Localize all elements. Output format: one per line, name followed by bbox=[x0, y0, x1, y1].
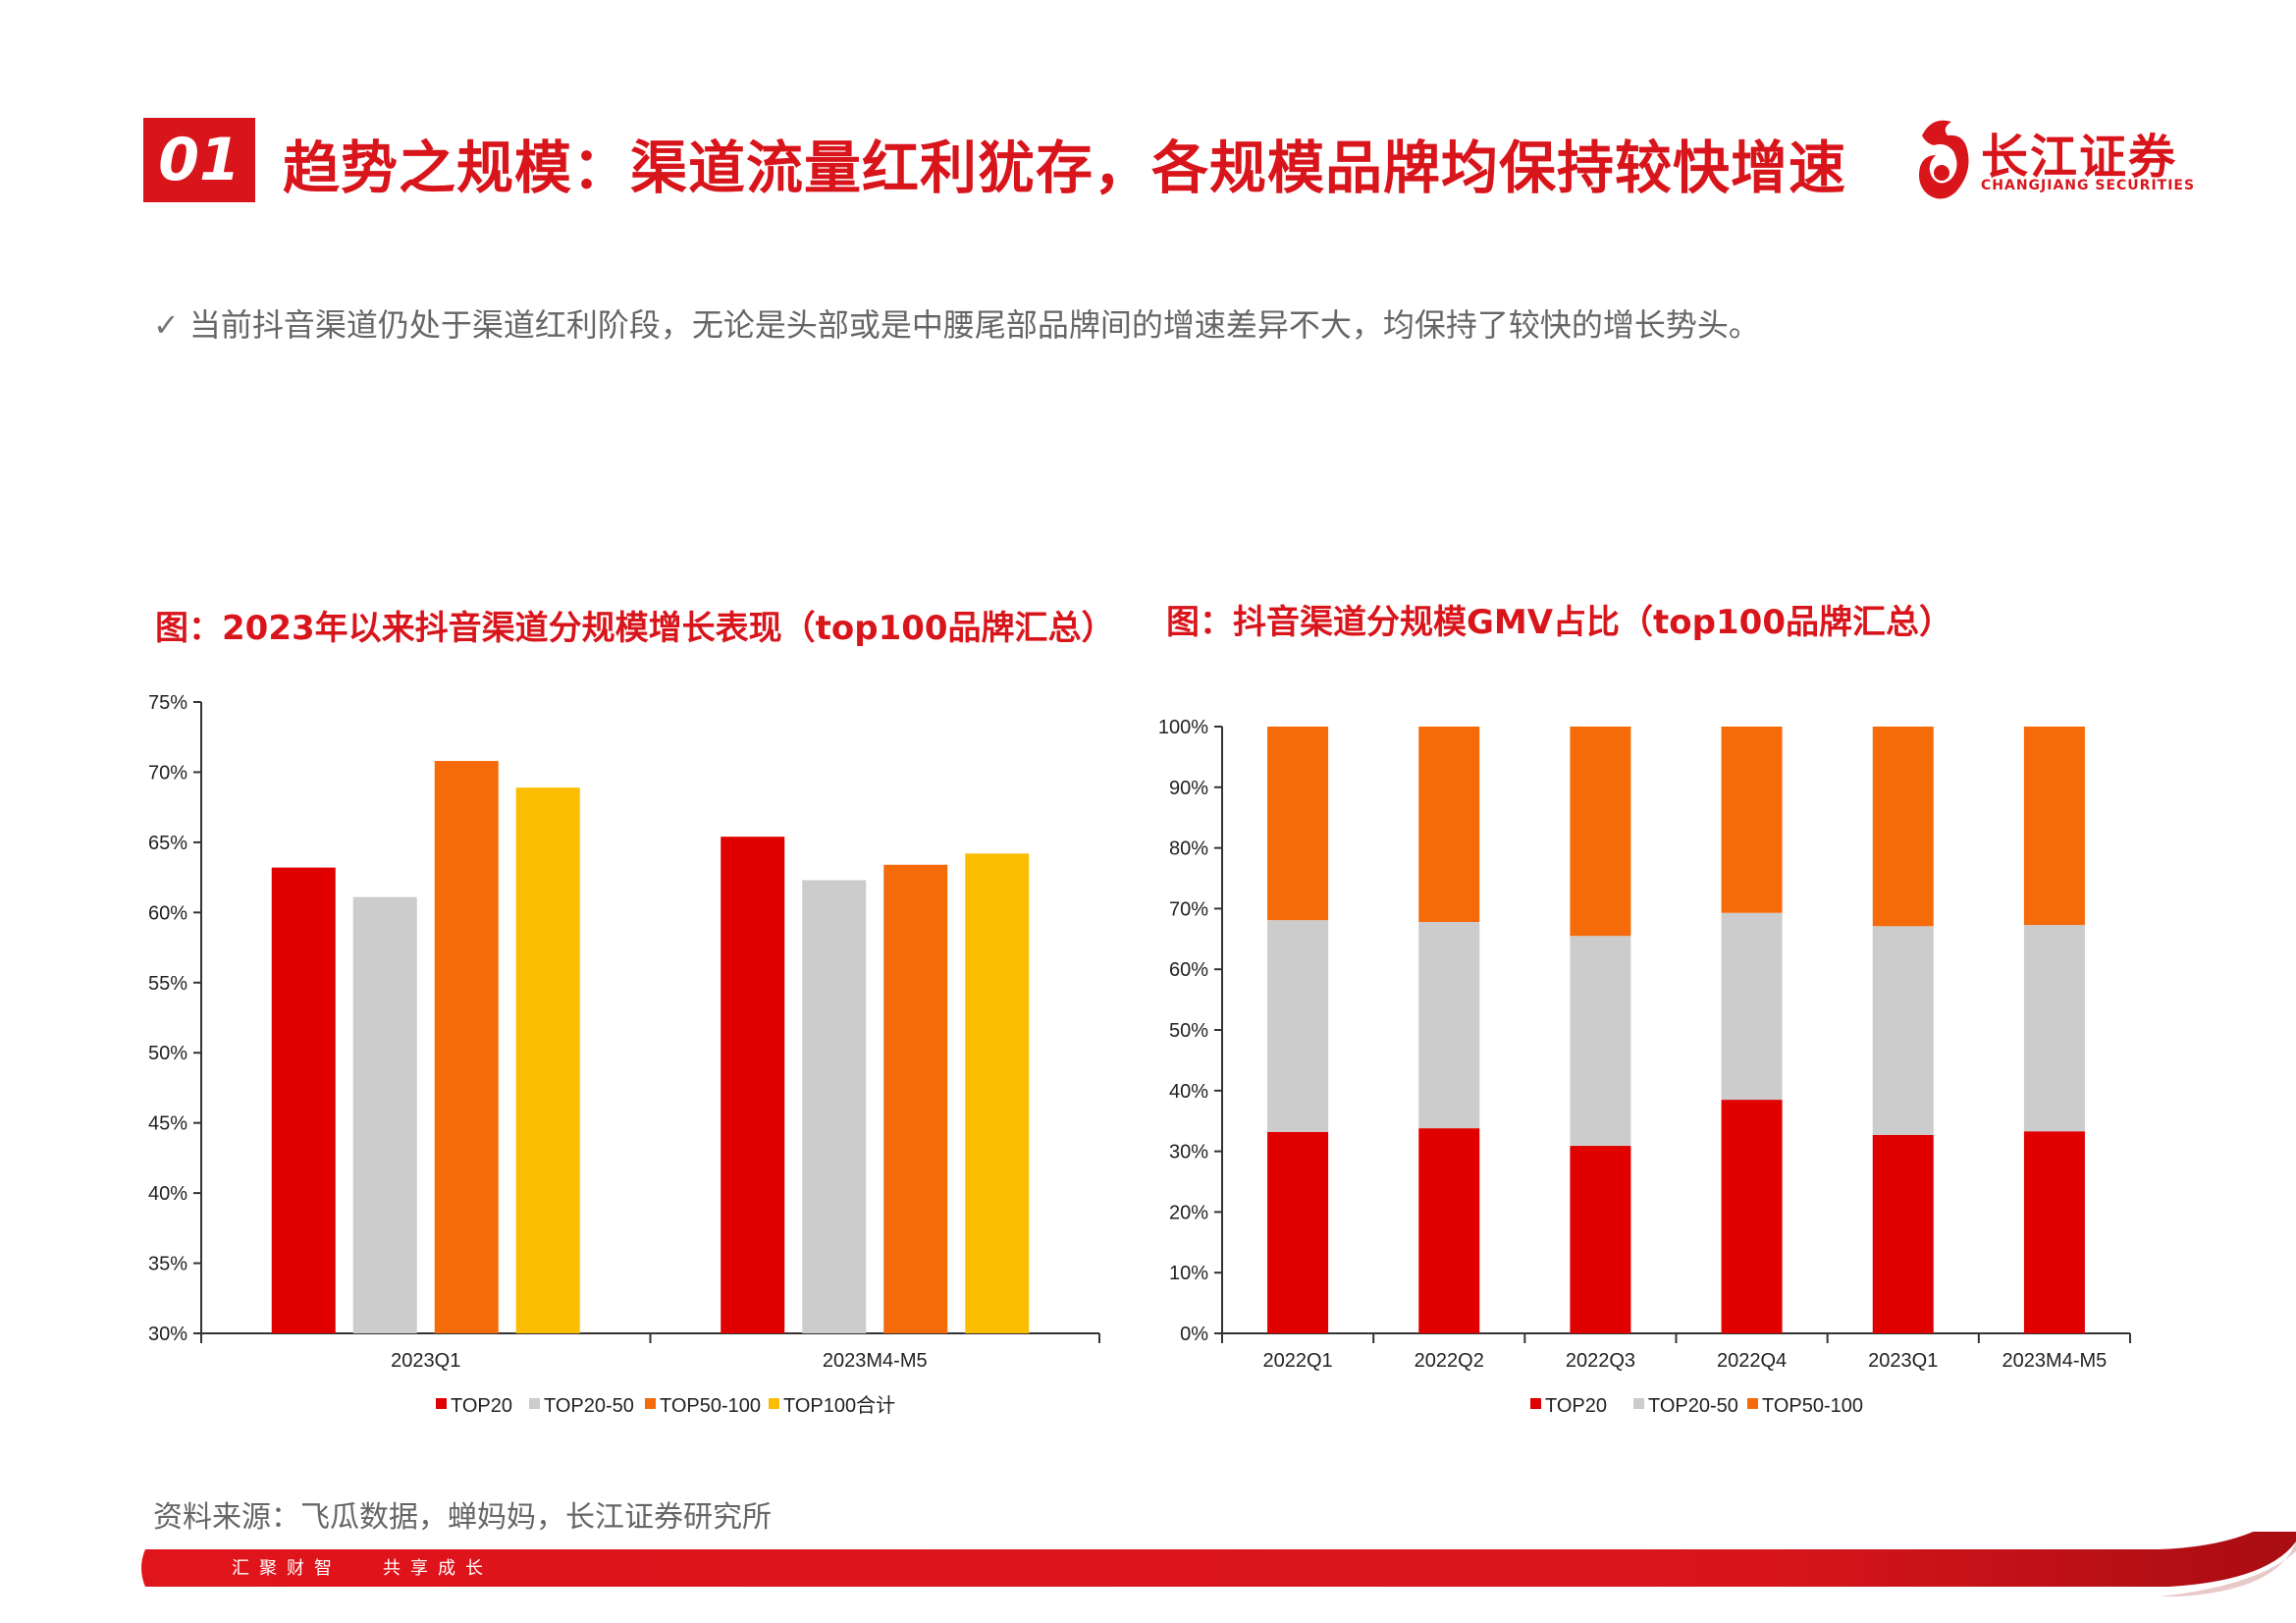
bar-segment bbox=[1267, 1131, 1329, 1333]
legend-label: TOP20 bbox=[451, 1395, 512, 1417]
legend-label: TOP20-50 bbox=[544, 1395, 634, 1417]
logo-name-cn: 长江证券 bbox=[1981, 130, 2178, 185]
x-tick-label: 2023Q1 bbox=[391, 1350, 460, 1372]
source-note: 资料来源：飞瓜数据，蝉妈妈，长江证券研究所 bbox=[153, 1500, 772, 1535]
bar bbox=[434, 761, 499, 1333]
bar-segment bbox=[1418, 921, 1480, 1129]
bar-segment bbox=[1721, 1100, 1783, 1333]
bar-segment bbox=[1418, 727, 1480, 922]
summary-bullet: ✓ 当前抖音渠道仍处于渠道红利阶段，无论是头部或是中腰尾部品牌间的增速差异不大，均… bbox=[153, 300, 1760, 346]
y-tick-label: 80% bbox=[1169, 839, 1208, 860]
y-tick-label: 30% bbox=[148, 1324, 187, 1345]
bar-segment bbox=[1267, 920, 1329, 1132]
left-chart-title: 图：2023年以来抖音渠道分规模增长表现（top100品牌汇总） bbox=[155, 609, 1115, 648]
legend-label: TOP100合计 bbox=[783, 1394, 895, 1417]
bar bbox=[883, 864, 948, 1333]
y-tick-label: 70% bbox=[1169, 898, 1208, 920]
y-tick-label: 60% bbox=[1169, 959, 1208, 981]
y-tick-label: 90% bbox=[1169, 778, 1208, 799]
x-tick-label: 2022Q2 bbox=[1415, 1350, 1484, 1372]
page-title: 趋势之规模：渠道流量红利犹存，各规模品牌均保持较快增速 bbox=[283, 135, 1847, 201]
footer-bar bbox=[141, 1532, 2296, 1596]
bar-segment bbox=[2023, 925, 2085, 1132]
x-tick-label: 2023M4-M5 bbox=[823, 1350, 928, 1372]
x-tick-label: 2023Q1 bbox=[1868, 1350, 1938, 1372]
legend-swatch bbox=[1530, 1398, 1541, 1409]
x-tick-label: 2022Q3 bbox=[1566, 1350, 1635, 1372]
bar-segment bbox=[1570, 936, 1631, 1147]
gmv-share-stacked-chart: 0% 10% 20% 30% 40% 50% 60% 70% 80% 90% 100% 2022Q1 2… bbox=[1158, 717, 2131, 1417]
x-tick-label: 2023M4-M5 bbox=[2002, 1350, 2108, 1372]
bar-segment bbox=[1570, 1146, 1631, 1333]
bar bbox=[271, 867, 336, 1333]
growth-bar-chart: 30% 35% 40% 45% 50% 55% 60% 65% 70% 75% 2023Q1 2023… bbox=[148, 692, 1100, 1417]
legend-swatch bbox=[769, 1398, 779, 1409]
bar bbox=[515, 787, 580, 1333]
y-tick-label: 30% bbox=[1169, 1142, 1208, 1163]
x-tick-label: 2022Q1 bbox=[1262, 1350, 1332, 1372]
dragon-logo-icon bbox=[1919, 120, 1969, 199]
bar-segment bbox=[1872, 1134, 1934, 1333]
legend-label: TOP20 bbox=[1545, 1395, 1607, 1417]
y-tick-label: 60% bbox=[148, 902, 187, 924]
legend-swatch bbox=[1747, 1398, 1758, 1409]
y-tick-label: 35% bbox=[148, 1254, 187, 1275]
y-tick-label: 55% bbox=[148, 973, 187, 995]
bar-segment bbox=[2023, 1131, 2085, 1333]
bar bbox=[352, 896, 417, 1333]
y-tick-label: 40% bbox=[1169, 1081, 1208, 1103]
bar bbox=[802, 880, 867, 1333]
x-tick-label: 2022Q4 bbox=[1717, 1350, 1787, 1372]
legend-swatch bbox=[1633, 1398, 1644, 1409]
y-tick-label: 10% bbox=[1169, 1263, 1208, 1284]
bar-segment bbox=[1267, 727, 1329, 921]
y-tick-label: 0% bbox=[1180, 1324, 1208, 1345]
bar-segment bbox=[1418, 1128, 1480, 1333]
legend-label: TOP50-100 bbox=[660, 1395, 761, 1417]
bar-segment bbox=[1721, 727, 1783, 913]
legend-label: TOP20-50 bbox=[1648, 1395, 1738, 1417]
section-number-badge: 01 bbox=[143, 118, 255, 202]
y-tick-label: 50% bbox=[148, 1043, 187, 1064]
summary-text: 当前抖音渠道仍处于渠道红利阶段，无论是头部或是中腰尾部品牌间的增速差异不大，均保… bbox=[188, 306, 1760, 344]
y-tick-label: 40% bbox=[148, 1183, 187, 1205]
bar-segment bbox=[1872, 727, 1934, 927]
y-tick-label: 75% bbox=[148, 692, 187, 714]
legend-swatch bbox=[645, 1398, 656, 1409]
slogan-right: 共享成长 bbox=[383, 1558, 493, 1579]
legend-swatch bbox=[436, 1398, 447, 1409]
bar bbox=[965, 853, 1030, 1333]
bar bbox=[721, 837, 785, 1333]
check-icon: ✓ bbox=[153, 306, 180, 344]
bar-segment bbox=[2023, 727, 2085, 926]
y-tick-label: 45% bbox=[148, 1113, 187, 1135]
bar-segment bbox=[1721, 912, 1783, 1101]
y-tick-label: 50% bbox=[1169, 1020, 1208, 1042]
slogan-left: 汇聚财智 bbox=[232, 1558, 342, 1579]
y-tick-label: 70% bbox=[148, 762, 187, 784]
y-tick-label: 20% bbox=[1169, 1202, 1208, 1223]
y-tick-label: 65% bbox=[148, 833, 187, 854]
right-chart-title: 图：抖音渠道分规模GMV占比（top100品牌汇总） bbox=[1166, 603, 1952, 642]
bar-segment bbox=[1872, 926, 1934, 1135]
legend-swatch bbox=[529, 1398, 540, 1409]
company-logo: 长江证券 CHANGJIANG SECURITIES bbox=[1912, 116, 2194, 204]
legend-label: TOP50-100 bbox=[1762, 1395, 1863, 1417]
logo-name-en: CHANGJIANG SECURITIES bbox=[1981, 178, 2196, 193]
bar-segment bbox=[1570, 727, 1631, 937]
y-tick-label: 100% bbox=[1158, 717, 1208, 738]
